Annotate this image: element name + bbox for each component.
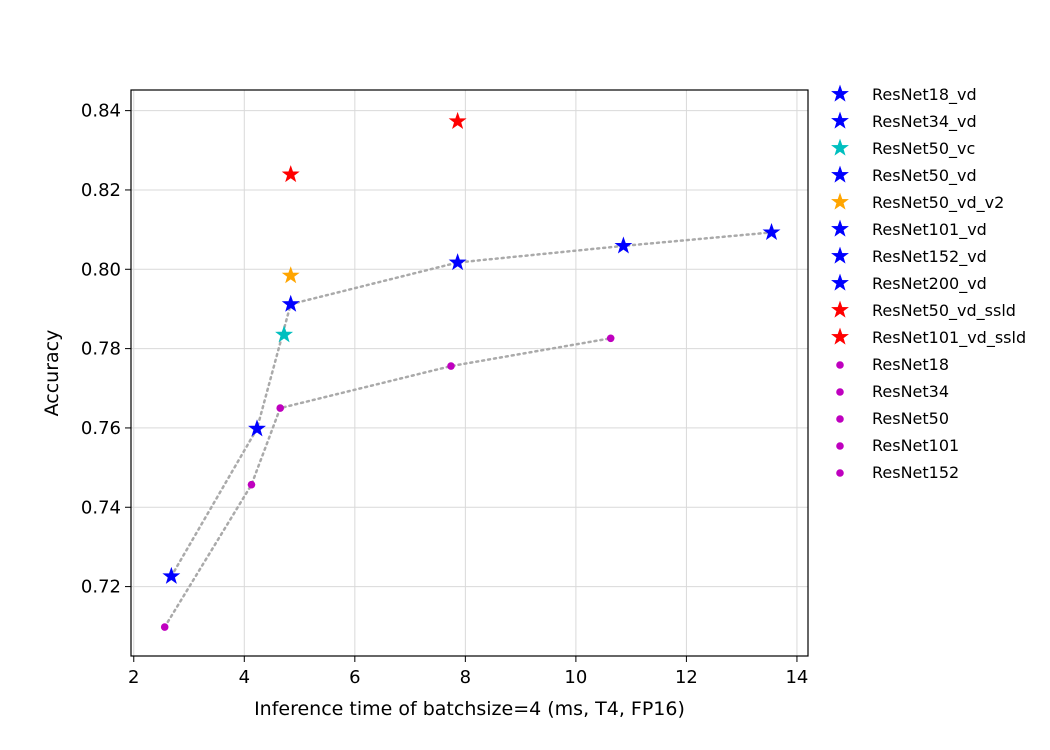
star-point — [281, 266, 300, 284]
legend-label: ResNet50_vc — [872, 139, 975, 159]
dot-point — [606, 334, 615, 343]
star-point — [762, 222, 781, 241]
star-point — [448, 253, 467, 271]
legend-star-marker — [831, 273, 849, 291]
legend-star-marker — [831, 246, 849, 264]
x-tick-label: 2 — [128, 667, 139, 688]
dot-point — [160, 623, 169, 631]
legend-dot-marker — [836, 361, 844, 369]
plot-area-frame — [130, 89, 809, 657]
y-tick-label: 0.78 — [81, 339, 121, 360]
legend-label: ResNet101 — [872, 436, 959, 455]
y-tick-label: 0.80 — [81, 259, 121, 280]
legend-label: ResNet101_vd_ssld — [872, 328, 1026, 348]
legend-label: ResNet152_vd — [872, 247, 987, 267]
legend-star-marker — [831, 165, 849, 183]
x-tick-label: 12 — [675, 667, 698, 688]
legend-dot-marker — [836, 415, 844, 423]
legend-star-marker — [831, 84, 849, 102]
legend-star-marker — [831, 300, 849, 318]
star-point — [614, 236, 633, 254]
data-points — [160, 111, 781, 631]
star-point — [281, 165, 300, 183]
star-point — [448, 111, 467, 129]
x-axis-label: Inference time of batchsize=4 (ms, T4, F… — [254, 698, 685, 720]
dot-point — [276, 404, 285, 412]
legend-star-marker — [831, 138, 849, 156]
legend-dot-marker — [836, 469, 844, 477]
dot-point — [447, 362, 455, 370]
legend-label: ResNet34_vd — [872, 112, 977, 132]
star-point — [275, 325, 294, 343]
legend-label: ResNet200_vd — [872, 274, 987, 294]
x-tick-label: 6 — [349, 667, 360, 688]
x-tick-label: 10 — [564, 667, 587, 688]
legend-dot-marker — [836, 388, 844, 396]
y-tick-label: 0.74 — [81, 497, 121, 518]
x-axis-ticks: 2 4 6 8 10 12 14 — [128, 656, 808, 688]
x-tick-label: 8 — [460, 667, 471, 688]
dot-point — [247, 480, 256, 489]
y-axis-ticks: 0.72 0.74 0.76 0.78 0.80 0.82 0.84 — [81, 101, 131, 598]
legend-star-marker — [831, 327, 849, 345]
legend-label: ResNet18 — [872, 355, 949, 374]
legend-label: ResNet34 — [872, 382, 949, 401]
y-tick-label: 0.82 — [81, 180, 121, 201]
legend-label: ResNet101_vd — [872, 220, 987, 240]
x-tick-label: 14 — [785, 667, 808, 688]
legend-label: ResNet50_vd — [872, 166, 977, 186]
legend: ResNet18_vd ResNet34_vd ResNet50_vc ResNet5… — [831, 84, 1026, 482]
legend-label: ResNet50_vd_v2 — [872, 193, 1004, 213]
star-point — [281, 294, 300, 312]
legend-dot-marker — [836, 442, 844, 450]
star-point — [248, 419, 266, 437]
legend-star-marker — [831, 192, 849, 210]
legend-label: ResNet50 — [872, 409, 949, 428]
legend-label: ResNet18_vd — [872, 85, 977, 105]
trend-line — [163, 337, 612, 629]
legend-label: ResNet152 — [872, 463, 959, 482]
y-tick-label: 0.72 — [81, 577, 121, 598]
legend-star-marker — [831, 219, 849, 237]
legend-label: ResNet50_vd_ssld — [872, 301, 1016, 321]
y-axis-label: Accuracy — [41, 330, 63, 417]
trend-line — [170, 231, 773, 578]
grid — [131, 90, 808, 656]
star-point — [162, 566, 181, 584]
y-tick-label: 0.84 — [81, 101, 121, 122]
x-tick-label: 4 — [239, 667, 250, 688]
y-tick-label: 0.76 — [81, 418, 121, 439]
legend-star-marker — [831, 111, 849, 129]
